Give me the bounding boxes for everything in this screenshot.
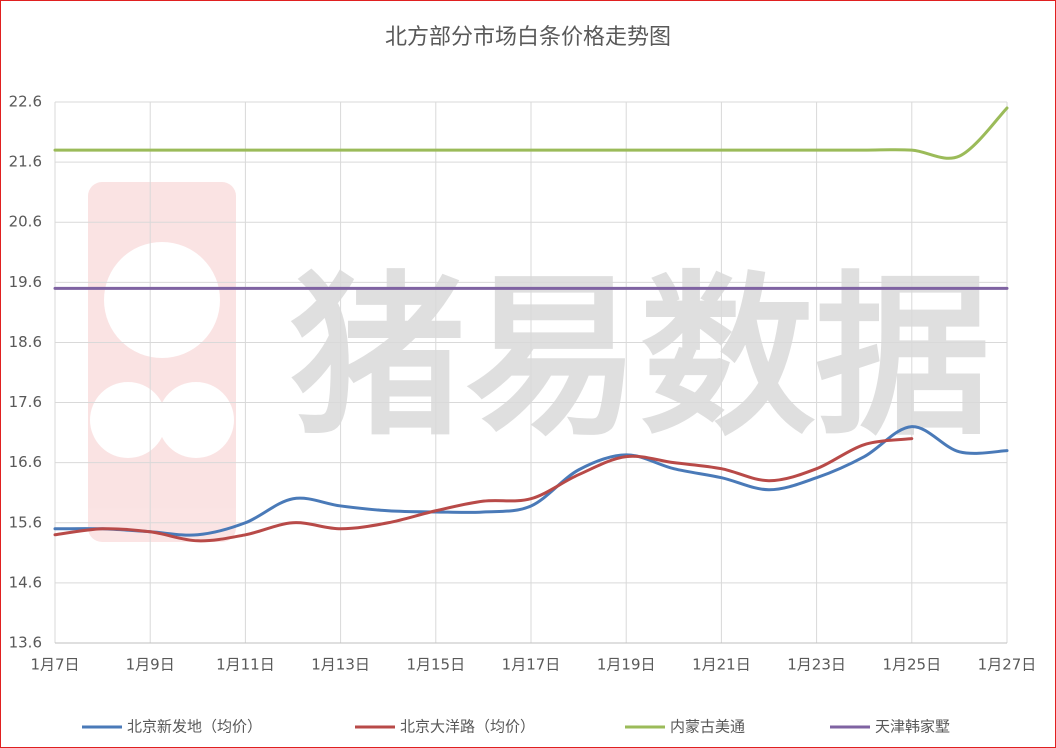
legend-label: 内蒙古美通 (670, 718, 745, 736)
y-tick-label: 22.6 (9, 93, 42, 111)
legend-label: 北京新发地（均价） (127, 718, 262, 736)
y-tick-label: 18.6 (9, 333, 42, 351)
series-line (53, 106, 1009, 160)
x-tick-label: 1月23日 (787, 656, 846, 674)
y-tick-label: 16.6 (9, 453, 42, 471)
legend-label: 北京大洋路（均价） (400, 718, 535, 736)
watermark-logo (88, 182, 236, 542)
x-tick-label: 1月17日 (502, 656, 561, 674)
watermark: 猪易数据 (290, 257, 990, 460)
series-line (53, 425, 1009, 537)
y-tick-label: 17.6 (9, 393, 42, 411)
series-line (53, 437, 914, 543)
y-tick-label: 20.6 (9, 213, 42, 231)
y-tick-label: 19.6 (9, 273, 42, 291)
x-tick-label: 1月11日 (216, 656, 275, 674)
y-tick-label: 15.6 (9, 513, 42, 531)
y-tick-label: 14.6 (9, 573, 42, 591)
x-tick-label: 1月7日 (30, 656, 79, 674)
y-tick-label: 13.6 (9, 634, 42, 652)
y-tick-label: 21.6 (9, 153, 42, 171)
x-tick-label: 1月9日 (126, 656, 175, 674)
x-tick-label: 1月15日 (406, 656, 465, 674)
x-tick-label: 1月19日 (597, 656, 656, 674)
x-tick-label: 1月13日 (311, 656, 370, 674)
x-tick-label: 1月21日 (692, 656, 751, 674)
x-tick-label: 1月27日 (978, 656, 1037, 674)
chart-title: 北方部分市场白条价格走势图 (385, 25, 671, 50)
x-tick-label: 1月25日 (882, 656, 941, 674)
legend-label: 天津韩家墅 (875, 718, 950, 736)
